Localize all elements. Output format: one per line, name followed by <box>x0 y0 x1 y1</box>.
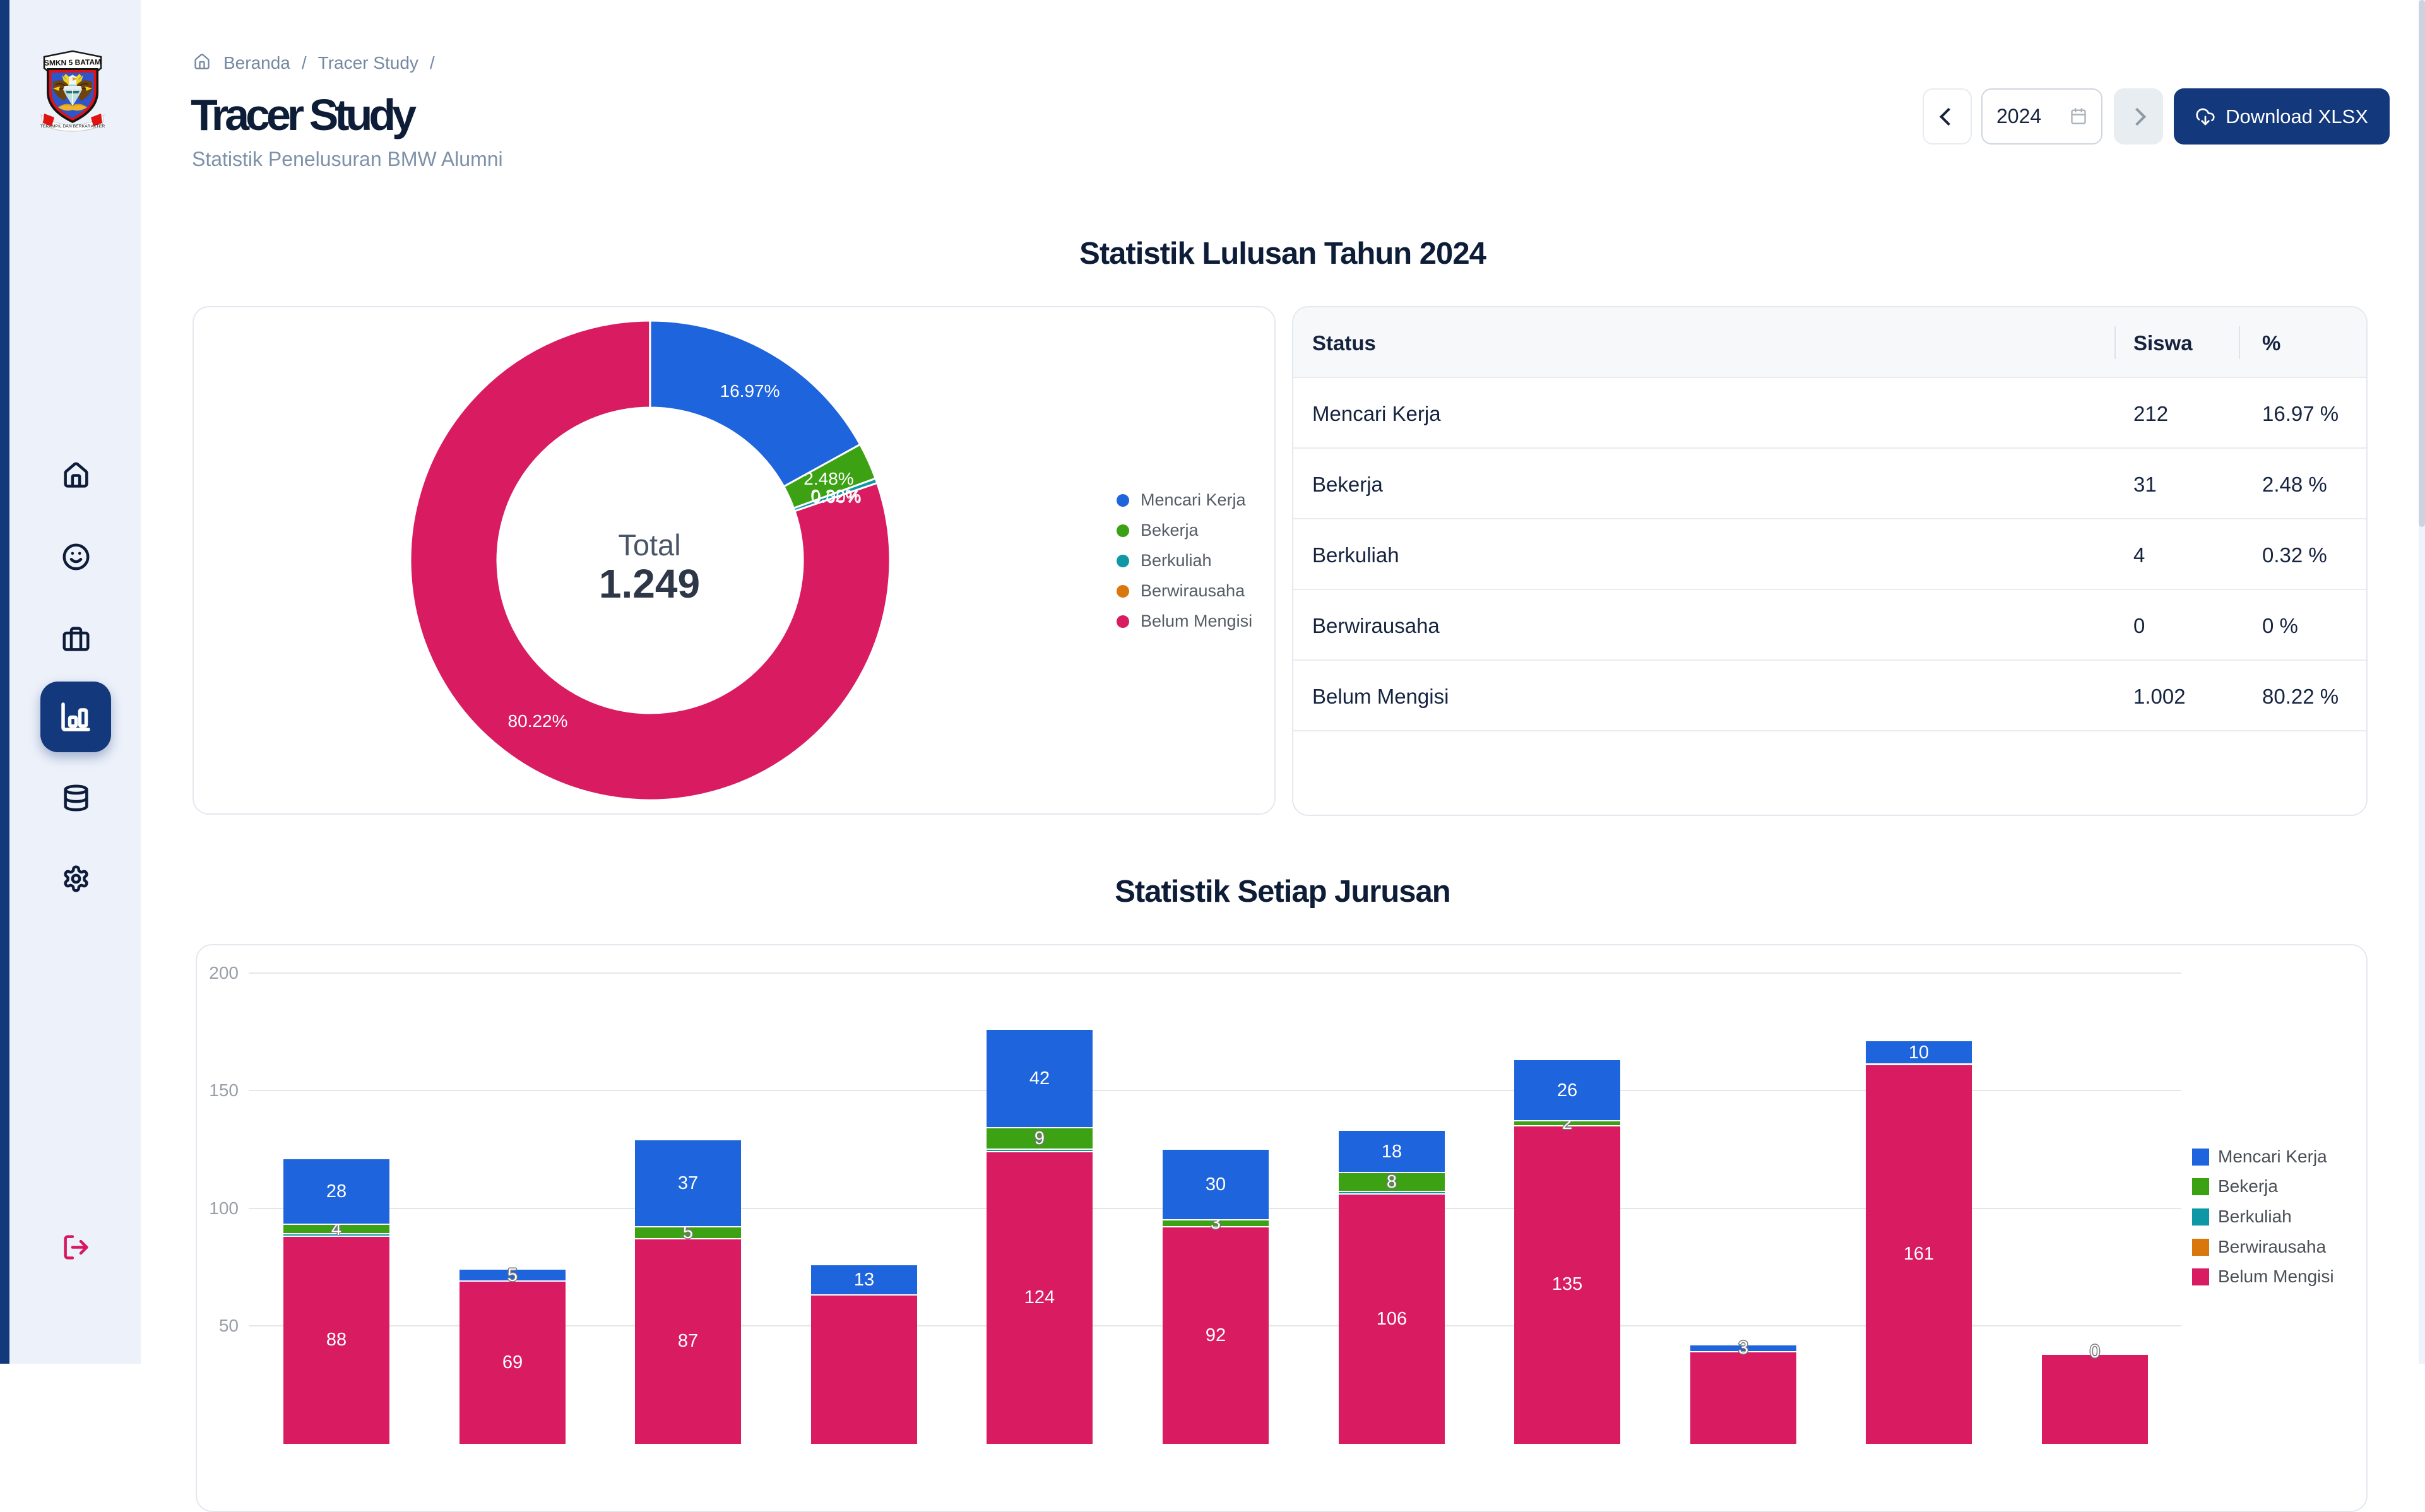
svg-text:SMKN 5 BATAM: SMKN 5 BATAM <box>44 57 101 68</box>
svg-text:TERAMPIL DAN BERKARAKTER: TERAMPIL DAN BERKARAKTER <box>40 124 105 129</box>
